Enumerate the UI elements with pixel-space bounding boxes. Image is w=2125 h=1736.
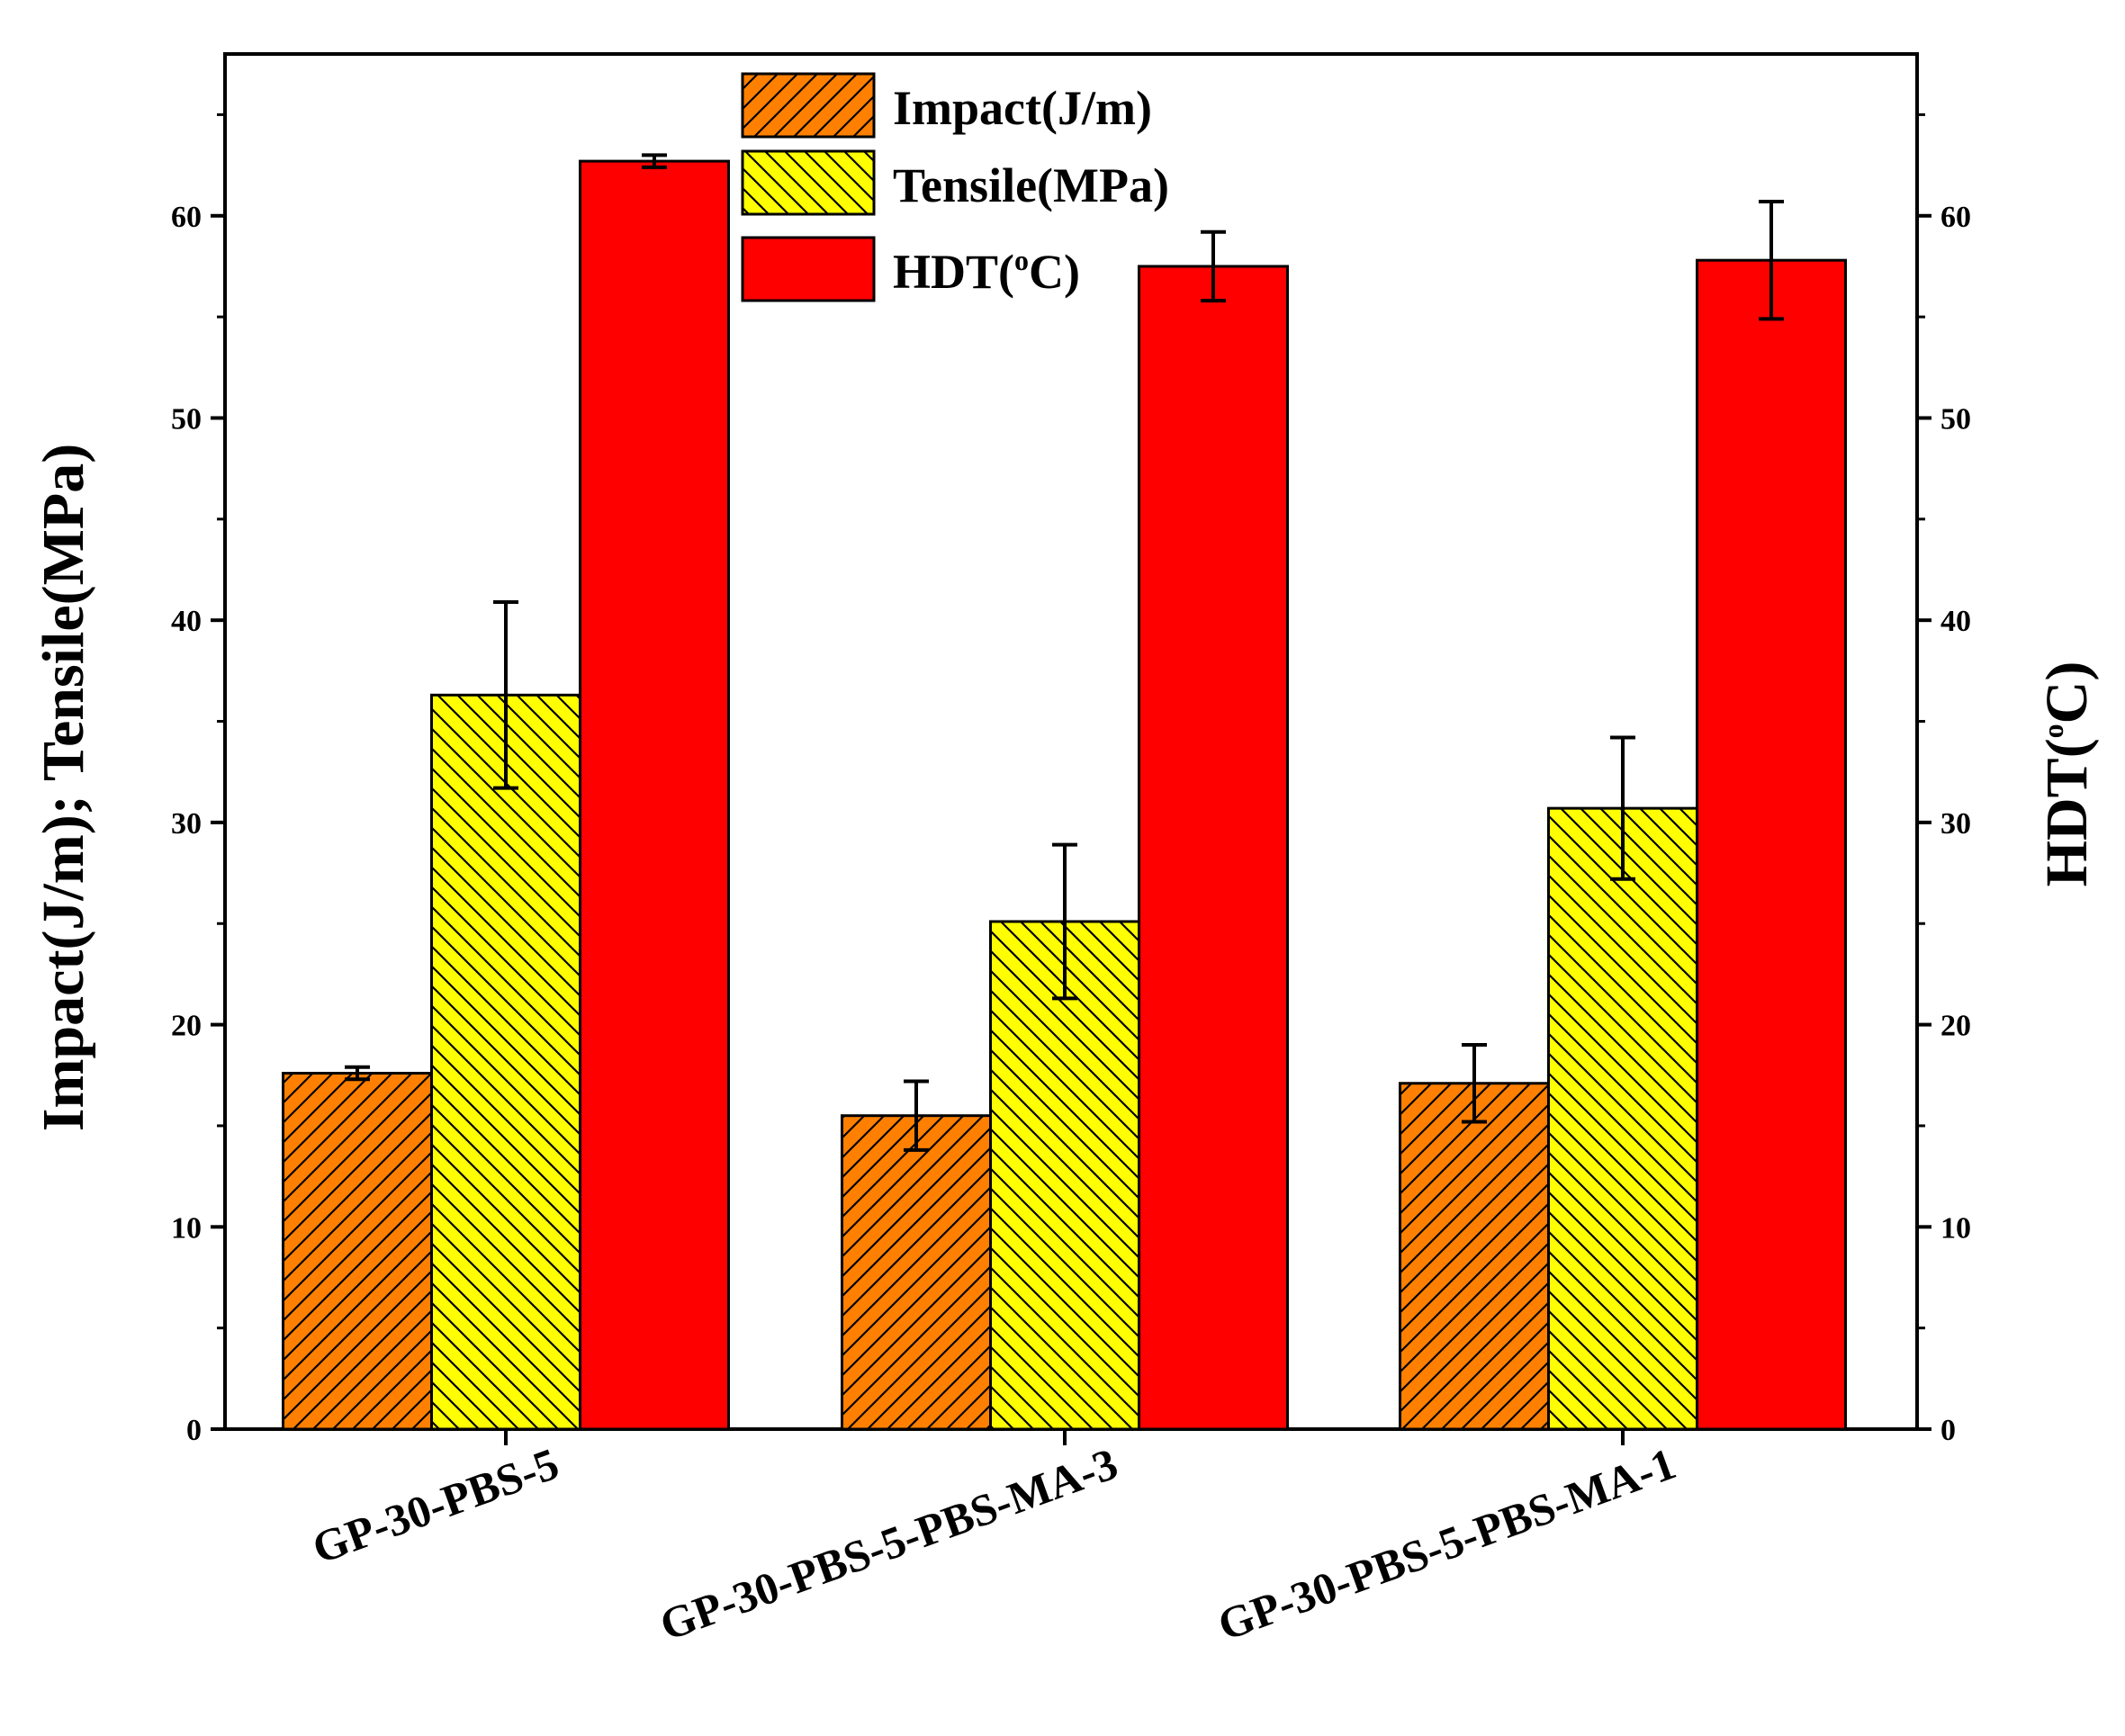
y-tick-label-right: 20 [1940,1010,1971,1043]
x-tick-label: GP-30-PBS-5 [306,1438,565,1573]
legend-label-tensile: Tensile(MPa) [893,158,1169,212]
bar-hdt [579,159,730,1431]
bar-tensile [1547,806,1698,1431]
legend-label-impact: Impact(J/m) [893,81,1152,135]
bar-hdt [1696,258,1847,1431]
y-tick-label-left: 60 [171,201,202,234]
legend: Impact(J/m) Tensile(MPa) HDT(oC) [741,72,1169,302]
y-tick-label-left: 40 [171,605,202,638]
y-tick-label-left: 50 [171,402,202,436]
bar-impact [1399,1082,1550,1431]
y-tick-label-left: 20 [171,1010,202,1043]
bar-impact [841,1114,992,1431]
y-tick-label-right: 40 [1940,605,1971,638]
y-axis-title-right: HDT(oC) [2034,661,2100,887]
y-axis-title-left: Impact(J/m); Tensile(MPa) [31,444,96,1131]
legend-swatch-tensile [741,149,876,216]
y-tick-label-right: 50 [1940,402,1971,436]
y-tick-label-left: 0 [186,1414,202,1447]
bar-impact [282,1072,433,1431]
legend-swatch-hdt [741,236,876,302]
x-tick-label: GP-30-PBS-5-PBS-MA-1 [1211,1438,1682,1651]
y-tick-label-left: 30 [171,807,202,841]
y-tick-label-right: 60 [1940,201,1971,234]
y-tick-label-right: 30 [1940,807,1971,841]
y-tick-label-right: 10 [1940,1211,1971,1245]
y-tick-label-right: 0 [1940,1414,1956,1447]
legend-swatch-impact [741,72,876,139]
bar-tensile [430,693,581,1431]
x-tick-label: GP-30-PBS-5-PBS-MA-3 [653,1438,1124,1651]
y-tick-label-left: 10 [171,1211,202,1245]
legend-label-hdt: HDT(oC) [893,244,1080,299]
bar-hdt [1138,265,1289,1431]
